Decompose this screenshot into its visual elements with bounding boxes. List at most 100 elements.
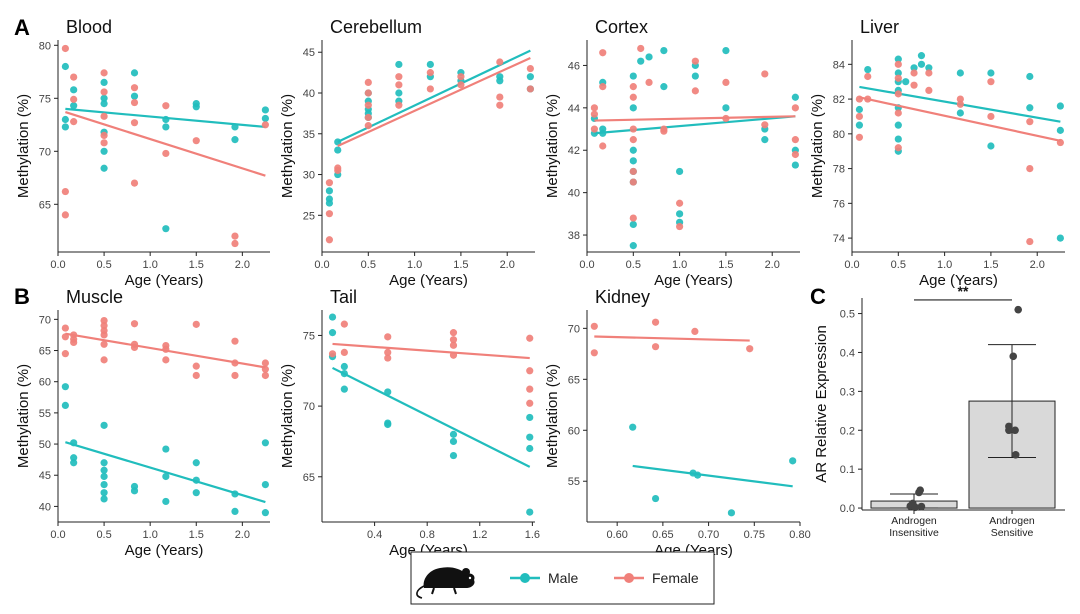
data-point (629, 72, 637, 80)
cerebellum-chart: 25 30 35 40 45 0.0 0.5 1.0 1.5 2.0 Cerebellum Age (… (279, 17, 535, 289)
y-tick-label: 80 (39, 40, 51, 52)
data-point (261, 480, 269, 489)
panel-letters: A B C (14, 15, 826, 309)
data-point (162, 102, 170, 110)
data-point (1056, 126, 1064, 134)
y-tick-label: 76 (833, 198, 845, 210)
data-point (987, 78, 995, 86)
data-point (231, 371, 239, 380)
y-tick-label: 65 (568, 374, 580, 386)
data-point (917, 52, 926, 60)
data-point (629, 167, 637, 176)
x-tick-label: 0.0 (50, 529, 65, 541)
data-point (192, 137, 200, 145)
x-tick-label: 1.0 (143, 529, 158, 541)
fit-line (332, 342, 530, 360)
data-point (599, 83, 607, 91)
y-tick-label: 70 (39, 146, 51, 158)
y-tick-label: 65 (303, 472, 315, 484)
data-point (130, 320, 139, 328)
x-tick-label: 0.80 (789, 529, 810, 541)
data-point (855, 112, 864, 121)
data-point (629, 125, 637, 133)
y-tick-label: 40 (39, 501, 51, 513)
data-point (894, 144, 902, 152)
data-point (100, 164, 108, 172)
data-point (660, 127, 668, 135)
legend: Male Female (410, 551, 715, 605)
data-point (100, 421, 108, 429)
legend-female-dot (624, 573, 634, 583)
category-label: Androgen (891, 515, 937, 527)
data-point (722, 47, 730, 55)
data-point (761, 70, 769, 78)
data-point (791, 136, 799, 144)
data-point (395, 81, 403, 89)
y-tick-label: 0.5 (840, 309, 855, 321)
data-point (70, 95, 78, 103)
data-point (130, 179, 139, 187)
data-point (629, 178, 637, 186)
data-point (590, 104, 599, 112)
data-point (910, 64, 918, 72)
data-point (70, 118, 78, 126)
fit-line (65, 332, 266, 369)
y-tick-label: 55 (568, 476, 580, 488)
data-point (691, 87, 699, 95)
data-point (384, 348, 392, 356)
data-point (864, 65, 872, 74)
y-axis-label: Methylation (%) (279, 364, 296, 468)
data-point (162, 149, 170, 158)
data-point (61, 115, 69, 124)
data-point (192, 459, 200, 467)
data-point (855, 121, 864, 129)
data-point (70, 73, 78, 81)
data-point (231, 136, 239, 144)
data-point (395, 73, 403, 81)
data-point (1011, 450, 1020, 459)
data-point (100, 147, 108, 155)
x-axis-label: Age (Years) (389, 272, 468, 289)
data-point (746, 345, 754, 353)
data-point (526, 367, 534, 375)
data-point (449, 336, 458, 344)
legend-male-dot (520, 573, 530, 583)
data-point (100, 466, 108, 474)
data-point (894, 135, 902, 143)
x-tick-label: 0.0 (314, 259, 329, 271)
data-point (1056, 102, 1064, 110)
data-point (100, 459, 108, 467)
x-tick-label: 1.5 (453, 259, 468, 271)
x-tick-label: 2.0 (235, 259, 250, 271)
data-point (325, 210, 334, 218)
data-point (855, 95, 864, 103)
panel-letter-b: B (14, 284, 30, 309)
data-point (328, 350, 337, 358)
y-tick-label: 82 (833, 94, 845, 106)
data-point (526, 413, 534, 422)
data-point (651, 343, 660, 351)
x-tick-label: 1.5 (718, 259, 733, 271)
data-point (727, 509, 736, 517)
data-point (231, 239, 239, 248)
data-point (261, 439, 269, 447)
data-point (910, 81, 918, 89)
data-point (395, 101, 403, 109)
x-tick-label: 1.5 (189, 259, 204, 271)
data-point (629, 93, 637, 101)
chart-title: Cortex (595, 17, 648, 37)
data-point (231, 232, 239, 240)
x-tick-label: 0.5 (891, 259, 906, 271)
data-point (526, 85, 534, 93)
chart-title: Blood (66, 17, 112, 37)
legend-female-label: Female (652, 570, 699, 586)
x-tick-label: 2.0 (500, 259, 515, 271)
x-tick-label: 1.0 (937, 259, 952, 271)
data-point (130, 84, 139, 92)
fit-line (594, 115, 796, 122)
male-series (629, 423, 797, 517)
data-point (457, 73, 465, 81)
data-point (925, 64, 933, 72)
data-point (916, 486, 924, 494)
